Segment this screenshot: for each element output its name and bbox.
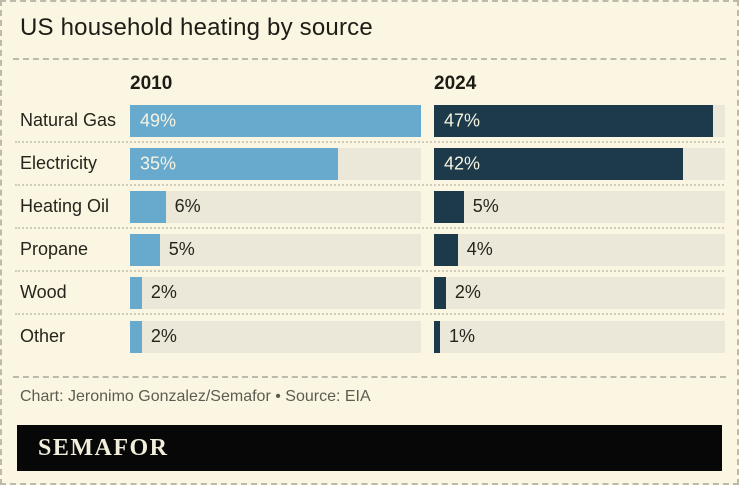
bar-value-label: 35% bbox=[140, 153, 177, 173]
bar-value-label: 2% bbox=[150, 326, 177, 346]
bar-2010 bbox=[130, 190, 166, 223]
bar-value-label: 2% bbox=[150, 282, 177, 302]
column-header-2010: 2010 bbox=[130, 73, 173, 94]
semafor-logo-text: SEMAFOR bbox=[38, 434, 169, 461]
bar-2024 bbox=[434, 147, 684, 180]
bar-row-other: Other 2% 1% bbox=[15, 315, 725, 358]
bar-track-2024: 2% bbox=[434, 276, 725, 309]
chart-credit: Chart: Jeronimo Gonzalez/Semafor • Sourc… bbox=[20, 388, 371, 405]
bar-track-2010: 2% bbox=[130, 276, 421, 309]
bar-track-2010: 35% bbox=[130, 147, 421, 180]
bar-value-label: 4% bbox=[466, 239, 493, 259]
bar-value-label: 42% bbox=[444, 153, 481, 173]
bar-track-2010: 49% bbox=[130, 104, 421, 137]
bar-value-label: 49% bbox=[140, 110, 177, 130]
bar-2010 bbox=[130, 104, 421, 137]
row-label: Wood bbox=[20, 282, 67, 302]
bar-track-2024: 4% bbox=[434, 233, 725, 266]
bar-row-propane: Propane 5% 4% bbox=[15, 229, 725, 272]
bar-row-heating-oil: Heating Oil 6% 5% bbox=[15, 186, 725, 229]
bar-value-label: 5% bbox=[472, 196, 499, 216]
bar-value-label: 5% bbox=[168, 239, 195, 259]
bar-track-2010: 6% bbox=[130, 190, 421, 223]
column-header-2024: 2024 bbox=[434, 73, 477, 94]
bar-2024 bbox=[434, 190, 464, 223]
bar-2010 bbox=[130, 233, 160, 266]
bar-2024 bbox=[434, 276, 446, 309]
bar-track-2010: 2% bbox=[130, 320, 421, 353]
row-label: Other bbox=[20, 326, 66, 346]
bar-value-label: 47% bbox=[444, 110, 481, 130]
chart-title: US household heating by source bbox=[20, 14, 373, 41]
bar-2010 bbox=[130, 320, 142, 353]
bar-track-2024: 1% bbox=[434, 320, 725, 353]
bar-row-electricity: Electricity 35% 42% bbox=[15, 143, 725, 186]
bar-2024 bbox=[434, 233, 458, 266]
bar-track-2024: 47% bbox=[434, 104, 725, 137]
bar-row-natural-gas: Natural Gas 49% 47% bbox=[15, 100, 725, 143]
row-label: Propane bbox=[20, 239, 89, 259]
bar-value-label: 6% bbox=[174, 196, 201, 216]
bar-rows: Natural Gas 49% 47% Electricity 35% 42% … bbox=[15, 100, 725, 358]
bar-value-label: 1% bbox=[448, 326, 475, 346]
bar-track-2010: 5% bbox=[130, 233, 421, 266]
bar-2010 bbox=[130, 276, 142, 309]
title-divider bbox=[13, 58, 726, 60]
bar-2024 bbox=[434, 320, 440, 353]
row-label: Electricity bbox=[20, 153, 98, 173]
bar-value-label: 2% bbox=[454, 282, 481, 302]
row-label: Heating Oil bbox=[20, 196, 110, 216]
row-label: Natural Gas bbox=[20, 110, 117, 130]
bar-2024 bbox=[434, 104, 714, 137]
bar-row-wood: Wood 2% 2% bbox=[15, 272, 725, 315]
bar-track-2024: 42% bbox=[434, 147, 725, 180]
bar-track-2024: 5% bbox=[434, 190, 725, 223]
semafor-logo-bar: SEMAFOR bbox=[17, 425, 722, 471]
bar-2010 bbox=[130, 147, 338, 180]
footer-divider bbox=[13, 376, 726, 378]
